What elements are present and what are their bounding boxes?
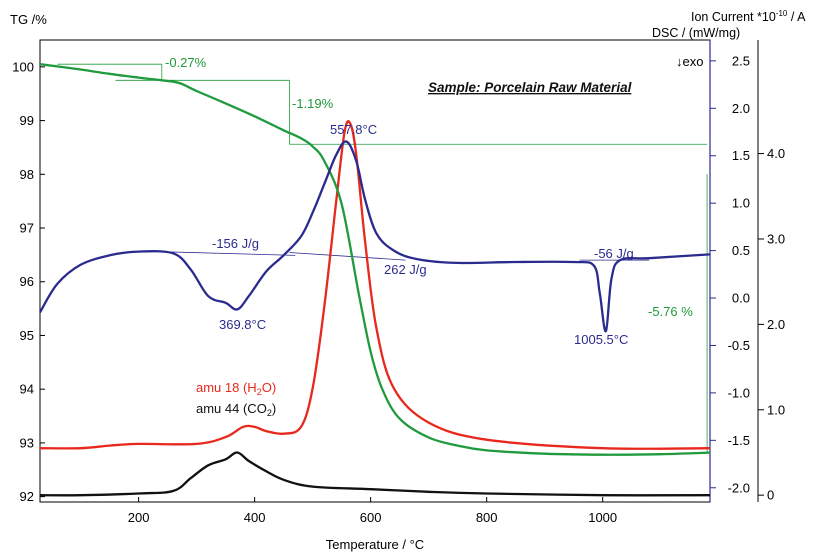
ion-axis-label: Ion Current *10-10 / A: [691, 9, 806, 24]
construction-lines: [57, 63, 708, 454]
ion-tick-label: 3.0: [767, 231, 785, 246]
enthalpy-label-2: 262 J/g: [384, 262, 427, 277]
mass-step-label-3: -5.76 %: [648, 304, 693, 319]
tg-tick-label: 99: [20, 113, 34, 128]
x-tick-label: 1000: [588, 510, 617, 525]
dsc-tick-label: 2.5: [732, 53, 750, 68]
tg-tick-label: 97: [20, 221, 34, 236]
peak-label-3: 1005.5°C: [574, 332, 628, 347]
tg-axis-ticks: 92 93 94 95 96 97 98 99 100: [12, 59, 45, 504]
dsc-tick-label: 2.0: [732, 101, 750, 116]
amu44-curve: [39, 451, 711, 497]
x-tick-label: 200: [128, 510, 150, 525]
amu18-curve: [39, 120, 711, 450]
tg-tick-label: 98: [20, 167, 34, 182]
sample-annotation: Sample: Porcelain Raw Material: [428, 80, 632, 95]
dsc-tick-label: 1.5: [732, 148, 750, 163]
dsc-curve: [39, 140, 711, 333]
dsc-axis-ticks: -2.0 -1.5 -1.0 -0.5 0.0 0.5 1.0 1.5 2.0 2.5: [710, 53, 750, 495]
x-tick-label: 600: [360, 510, 382, 525]
dsc-tick-label: 1.0: [732, 196, 750, 211]
dsc-baseline-2: [289, 252, 406, 261]
mass-step-label-1: -0.27%: [165, 55, 207, 70]
legend-amu18: amu 18 (H2O): [196, 380, 276, 397]
x-tick-label: 400: [244, 510, 266, 525]
dsc-tick-label: -1.5: [728, 433, 750, 448]
tg-curve: [39, 63, 711, 456]
tg-tick-label: 92: [20, 489, 34, 504]
x-tick-label: 800: [476, 510, 498, 525]
legend-amu44: amu 44 (CO2): [196, 401, 276, 418]
dsc-tick-label: -0.5: [728, 338, 750, 353]
ion-tick-label: 1.0: [767, 402, 785, 417]
exo-direction-label: ↓exo: [676, 54, 703, 69]
plot-frame: [39, 39, 711, 503]
dsc-tick-label: 0.0: [732, 291, 750, 306]
dsc-tick-label: -1.0: [728, 385, 750, 400]
peak-label-1: 369.8°C: [219, 317, 266, 332]
tg-axis-label: TG /%: [10, 12, 47, 27]
tg-tick-label: 100: [12, 59, 34, 74]
dsc-tick-label: -2.0: [728, 480, 750, 495]
tg-tick-label: 95: [20, 328, 34, 343]
ion-tick-label: 2.0: [767, 317, 785, 332]
tg-tick-label: 93: [20, 435, 34, 450]
enthalpy-label-3: -56 J/g: [594, 246, 634, 261]
dsc-axis-label: DSC / (mW/mg): [652, 26, 740, 40]
series-layer: [39, 63, 711, 497]
tg-tick-label: 94: [20, 382, 34, 397]
x-axis-ticks: 200 400 600 800 1000: [128, 497, 617, 525]
mass-step-label-2: -1.19%: [292, 96, 334, 111]
x-axis-label: Temperature / °C: [326, 537, 424, 552]
enthalpy-label-1: -156 J/g: [212, 236, 259, 251]
dsc-baseline-1: [156, 251, 296, 256]
dsc-tick-label: 0.5: [732, 243, 750, 258]
peak-label-2: 557.8°C: [330, 122, 377, 137]
ion-axis-ticks: 0 1.0 2.0 3.0 4.0: [758, 146, 785, 503]
ion-tick-label: 4.0: [767, 146, 785, 161]
tg-tick-label: 96: [20, 274, 34, 289]
ion-tick-label: 0: [767, 488, 774, 503]
